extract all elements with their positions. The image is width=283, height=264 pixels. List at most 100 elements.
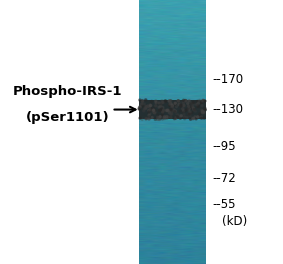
- Circle shape: [179, 102, 181, 104]
- Circle shape: [188, 113, 190, 115]
- Circle shape: [159, 116, 161, 118]
- Circle shape: [170, 100, 172, 102]
- Circle shape: [174, 111, 176, 113]
- Circle shape: [197, 105, 199, 107]
- Circle shape: [176, 116, 179, 118]
- Circle shape: [197, 106, 199, 108]
- Circle shape: [156, 116, 159, 118]
- Circle shape: [200, 116, 202, 118]
- Circle shape: [154, 112, 156, 114]
- Circle shape: [191, 104, 193, 106]
- Circle shape: [173, 109, 175, 111]
- Circle shape: [197, 102, 200, 104]
- Circle shape: [174, 102, 176, 104]
- Circle shape: [190, 107, 192, 109]
- Circle shape: [156, 118, 158, 120]
- Circle shape: [188, 108, 190, 110]
- Circle shape: [196, 103, 198, 106]
- Circle shape: [180, 115, 182, 117]
- Circle shape: [165, 100, 167, 102]
- Circle shape: [195, 118, 197, 120]
- Circle shape: [190, 106, 192, 108]
- Circle shape: [158, 118, 160, 120]
- Circle shape: [197, 105, 199, 107]
- Circle shape: [169, 110, 171, 112]
- Circle shape: [166, 117, 168, 119]
- Circle shape: [142, 105, 144, 107]
- Circle shape: [149, 105, 152, 107]
- Circle shape: [144, 106, 147, 108]
- Circle shape: [171, 109, 173, 111]
- Circle shape: [148, 114, 150, 116]
- Circle shape: [175, 117, 177, 119]
- Circle shape: [161, 114, 163, 116]
- Circle shape: [190, 102, 192, 104]
- Circle shape: [150, 108, 152, 110]
- Circle shape: [182, 101, 184, 103]
- Text: (kD): (kD): [222, 215, 247, 228]
- Circle shape: [143, 103, 145, 105]
- Circle shape: [158, 106, 160, 108]
- Circle shape: [155, 102, 157, 104]
- Circle shape: [198, 99, 201, 101]
- Circle shape: [156, 102, 159, 104]
- Circle shape: [162, 101, 164, 103]
- Circle shape: [171, 105, 173, 107]
- Circle shape: [177, 100, 179, 102]
- Circle shape: [187, 108, 189, 110]
- Circle shape: [168, 111, 170, 114]
- Circle shape: [198, 116, 201, 118]
- Circle shape: [188, 100, 190, 102]
- Circle shape: [189, 111, 191, 113]
- Circle shape: [146, 117, 148, 120]
- Circle shape: [141, 100, 143, 102]
- Circle shape: [167, 116, 169, 118]
- Circle shape: [161, 102, 163, 104]
- Circle shape: [192, 101, 194, 103]
- Circle shape: [197, 116, 199, 118]
- Circle shape: [190, 118, 192, 120]
- Circle shape: [168, 100, 170, 102]
- Circle shape: [145, 118, 147, 120]
- Circle shape: [139, 99, 141, 101]
- Circle shape: [170, 113, 172, 115]
- Circle shape: [149, 112, 151, 115]
- Circle shape: [141, 103, 143, 105]
- Circle shape: [166, 116, 168, 118]
- Circle shape: [172, 109, 174, 111]
- Circle shape: [153, 109, 155, 111]
- Circle shape: [194, 110, 196, 112]
- Circle shape: [158, 102, 160, 104]
- Circle shape: [158, 109, 160, 111]
- Circle shape: [173, 117, 175, 120]
- Circle shape: [151, 116, 153, 119]
- Circle shape: [174, 104, 177, 106]
- Text: --130: --130: [213, 103, 243, 116]
- Circle shape: [200, 117, 203, 119]
- Circle shape: [145, 106, 147, 108]
- Circle shape: [138, 107, 140, 109]
- Text: --95: --95: [213, 140, 236, 153]
- Circle shape: [160, 104, 162, 106]
- Circle shape: [141, 100, 143, 102]
- Circle shape: [203, 111, 205, 113]
- Circle shape: [156, 117, 158, 119]
- Circle shape: [202, 99, 204, 101]
- Circle shape: [162, 109, 165, 111]
- Circle shape: [155, 100, 157, 102]
- Circle shape: [204, 109, 206, 111]
- Circle shape: [201, 111, 203, 114]
- Circle shape: [180, 104, 182, 106]
- Circle shape: [179, 110, 181, 112]
- Circle shape: [192, 107, 194, 109]
- Circle shape: [153, 107, 155, 109]
- Circle shape: [183, 116, 186, 118]
- Circle shape: [169, 116, 171, 118]
- Circle shape: [138, 108, 140, 110]
- Circle shape: [171, 104, 173, 106]
- Circle shape: [175, 103, 177, 105]
- Circle shape: [171, 106, 173, 108]
- Circle shape: [157, 114, 159, 116]
- Circle shape: [169, 104, 171, 106]
- Circle shape: [184, 100, 186, 102]
